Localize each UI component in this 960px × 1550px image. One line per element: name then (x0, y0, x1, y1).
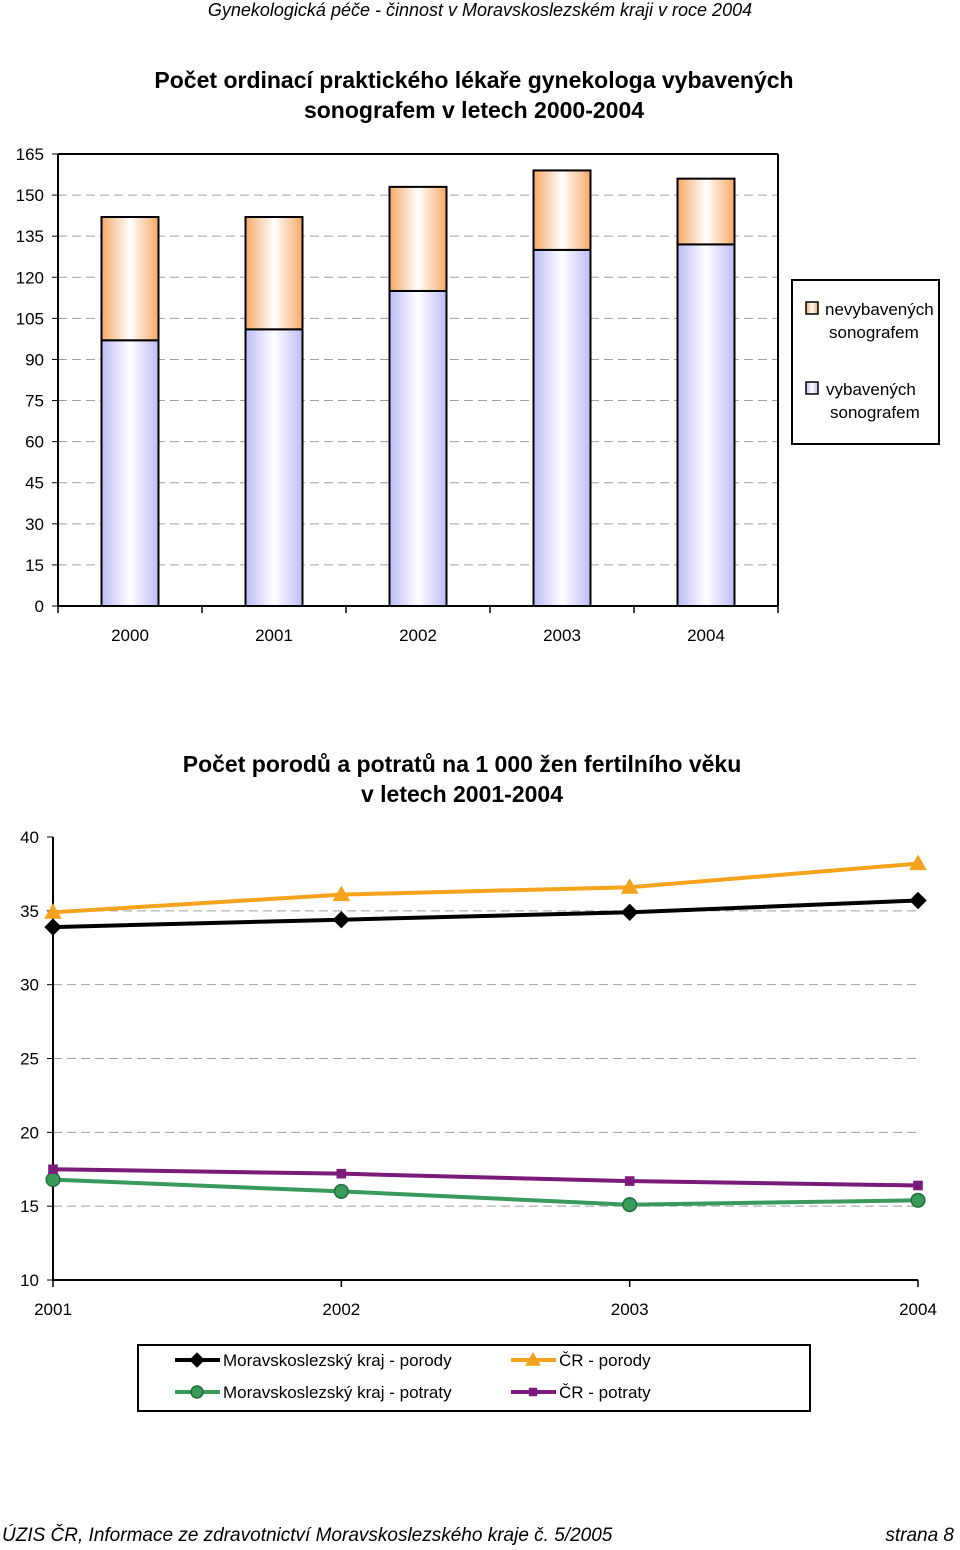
legend-label: nevybavených (825, 300, 934, 319)
bar-segment (244, 328, 304, 607)
x-tick-label: 2003 (543, 626, 581, 645)
legend-label: Moravskoslezský kraj - potraty (223, 1383, 452, 1402)
legend-box (137, 1344, 811, 1412)
chart-births-abortions: Počet porodů a potratů na 1 000 žen fert… (20, 751, 937, 1412)
y-tick-label: 120 (16, 268, 44, 287)
bar-segment (388, 185, 448, 292)
y-tick-label: 15 (20, 1197, 39, 1216)
series-marker (45, 1172, 61, 1188)
y-tick-label: 30 (20, 976, 39, 995)
series-line (52, 1177, 919, 1207)
y-tick-label: 30 (25, 515, 44, 534)
footer-page-number: strana 8 (885, 1525, 954, 1546)
y-tick-label: 60 (25, 433, 44, 452)
y-tick-label: 35 (20, 902, 39, 921)
legend-label: ČR - potraty (559, 1383, 651, 1402)
y-tick-label: 105 (16, 309, 44, 328)
chart-title-line: sonografem v letech 2000-2004 (304, 97, 644, 123)
series-marker (624, 1176, 635, 1186)
bar-segment (532, 169, 592, 251)
y-tick-label: 135 (16, 227, 44, 246)
series-marker (620, 903, 639, 922)
bar-segment (244, 216, 304, 331)
series-line (52, 1167, 919, 1188)
series-line (52, 861, 919, 915)
legend-label: Moravskoslezský kraj - porody (223, 1351, 452, 1370)
series-marker (528, 1387, 538, 1397)
chart-title-line: Počet porodů a potratů na 1 000 žen fert… (183, 751, 742, 777)
y-tick-label: 20 (20, 1123, 39, 1142)
y-tick-label: 10 (20, 1271, 39, 1290)
series-marker (622, 1197, 638, 1213)
bar-segment (676, 177, 736, 246)
legend-swatch (805, 301, 819, 315)
x-tick-label: 2002 (322, 1300, 360, 1319)
bar-segment (100, 216, 160, 342)
y-tick-label: 165 (16, 145, 44, 164)
chart-sonograph-ordinations: Počet ordinací praktického lékaře gyneko… (16, 67, 940, 645)
x-tick-label: 2001 (34, 1300, 72, 1319)
series-marker (48, 1164, 58, 1175)
series-marker (620, 878, 639, 894)
series-marker (44, 903, 62, 919)
chart-title-line: v letech 2001-2004 (361, 781, 563, 807)
x-tick-label: 2001 (255, 626, 293, 645)
bar-segment (532, 248, 592, 607)
series-marker (190, 1385, 204, 1399)
series-marker (909, 891, 927, 910)
legend-swatch (805, 381, 819, 395)
x-tick-label: 2000 (111, 626, 149, 645)
y-tick-label: 150 (16, 186, 44, 205)
series-marker (336, 1168, 347, 1179)
series-marker (332, 910, 351, 929)
series-marker (525, 1351, 541, 1366)
legend-label: ČR - porody (559, 1351, 651, 1370)
legend-label: vybavených (826, 380, 916, 399)
series-marker (189, 1352, 205, 1368)
y-tick-label: 45 (25, 474, 44, 493)
legend-label: sonografem (829, 323, 919, 342)
y-tick-label: 15 (25, 556, 44, 575)
y-tick-label: 90 (25, 350, 44, 369)
series-marker (332, 885, 351, 902)
series-marker (44, 918, 62, 936)
x-tick-label: 2004 (687, 626, 725, 645)
series-line (52, 898, 919, 930)
x-tick-label: 2002 (399, 626, 437, 645)
series-marker (913, 1180, 923, 1191)
bar-segment (676, 243, 736, 607)
page-header: Gynekologická péče - činnost v Moravskos… (207, 0, 753, 20)
series-marker (909, 854, 927, 871)
footer-source: ÚZIS ČR, Informace ze zdravotnictví Mora… (2, 1525, 613, 1546)
x-tick-label: 2004 (899, 1300, 937, 1319)
x-tick-label: 2003 (611, 1300, 649, 1319)
y-tick-label: 0 (35, 597, 44, 616)
chart-title-line: Počet ordinací praktického lékaře gyneko… (154, 67, 793, 93)
bar-segment (388, 289, 448, 607)
legend-label: sonografem (830, 403, 920, 422)
y-tick-label: 75 (25, 392, 44, 411)
y-tick-label: 40 (20, 828, 39, 847)
series-marker (333, 1183, 349, 1199)
y-tick-label: 25 (20, 1050, 39, 1069)
bar-segment (100, 339, 160, 607)
series-marker (910, 1192, 926, 1208)
